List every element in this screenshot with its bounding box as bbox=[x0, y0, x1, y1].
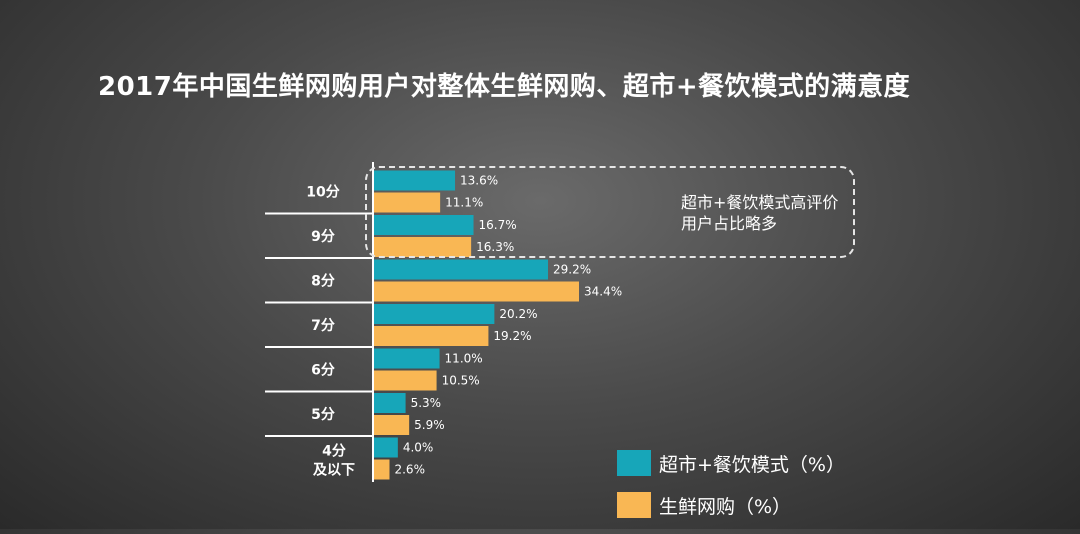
bar-series-2 bbox=[374, 192, 441, 213]
legend-swatch-series-1 bbox=[617, 450, 651, 476]
category-label: 5分 bbox=[311, 407, 335, 423]
bar-series-1 bbox=[374, 215, 474, 235]
legend-swatch-series-2 bbox=[617, 492, 651, 518]
bar-series-2 bbox=[374, 370, 437, 391]
bar-series-1 bbox=[374, 170, 456, 191]
bar-series-1 bbox=[374, 393, 406, 413]
legend: 超市+餐饮模式（%） 生鲜网购（%） bbox=[617, 450, 845, 534]
legend-label-series-2: 生鲜网购（%） bbox=[659, 495, 792, 518]
data-label: 19.2% bbox=[493, 329, 531, 343]
data-label: 16.7% bbox=[479, 218, 517, 232]
data-label: 10.5% bbox=[442, 374, 480, 388]
bar-series-1 bbox=[374, 259, 549, 280]
bar-series-1 bbox=[374, 348, 440, 369]
legend-item-series-2: 生鲜网购（%） bbox=[617, 492, 845, 518]
category-label: 10分 bbox=[306, 184, 339, 200]
category-label: 9分 bbox=[311, 229, 335, 245]
data-label: 29.2% bbox=[553, 263, 591, 277]
bar-series-2 bbox=[374, 415, 410, 435]
data-label: 5.3% bbox=[411, 396, 442, 410]
category-label: 4分及以下 bbox=[313, 443, 355, 478]
data-label: 4.0% bbox=[403, 441, 434, 455]
data-label: 16.3% bbox=[476, 240, 514, 254]
data-label: 13.6% bbox=[460, 174, 498, 188]
data-label: 2.6% bbox=[394, 463, 425, 477]
category-label: 6分 bbox=[311, 362, 335, 378]
legend-item-series-1: 超市+餐饮模式（%） bbox=[617, 450, 845, 476]
bar-series-1 bbox=[374, 304, 495, 324]
data-label: 11.0% bbox=[445, 352, 483, 366]
category-label: 8分 bbox=[311, 273, 335, 289]
data-label: 11.1% bbox=[445, 196, 483, 210]
data-label: 20.2% bbox=[499, 307, 537, 321]
legend-label-series-1: 超市+餐饮模式（%） bbox=[659, 453, 845, 476]
data-label: 5.9% bbox=[414, 418, 445, 432]
bar-series-2 bbox=[374, 459, 390, 480]
bar-series-2 bbox=[374, 237, 472, 257]
data-label: 34.4% bbox=[584, 285, 622, 299]
category-label: 7分 bbox=[311, 318, 335, 334]
annotation-box bbox=[365, 166, 855, 258]
annotation-text: 超市+餐饮模式高评价用户占比略多 bbox=[681, 193, 839, 233]
chart-title: 2017年中国生鲜网购用户对整体生鲜网购、超市+餐饮模式的满意度 bbox=[98, 72, 911, 102]
bar-series-2 bbox=[374, 281, 579, 302]
bar-series-1 bbox=[374, 437, 398, 458]
bar-series-2 bbox=[374, 326, 489, 346]
